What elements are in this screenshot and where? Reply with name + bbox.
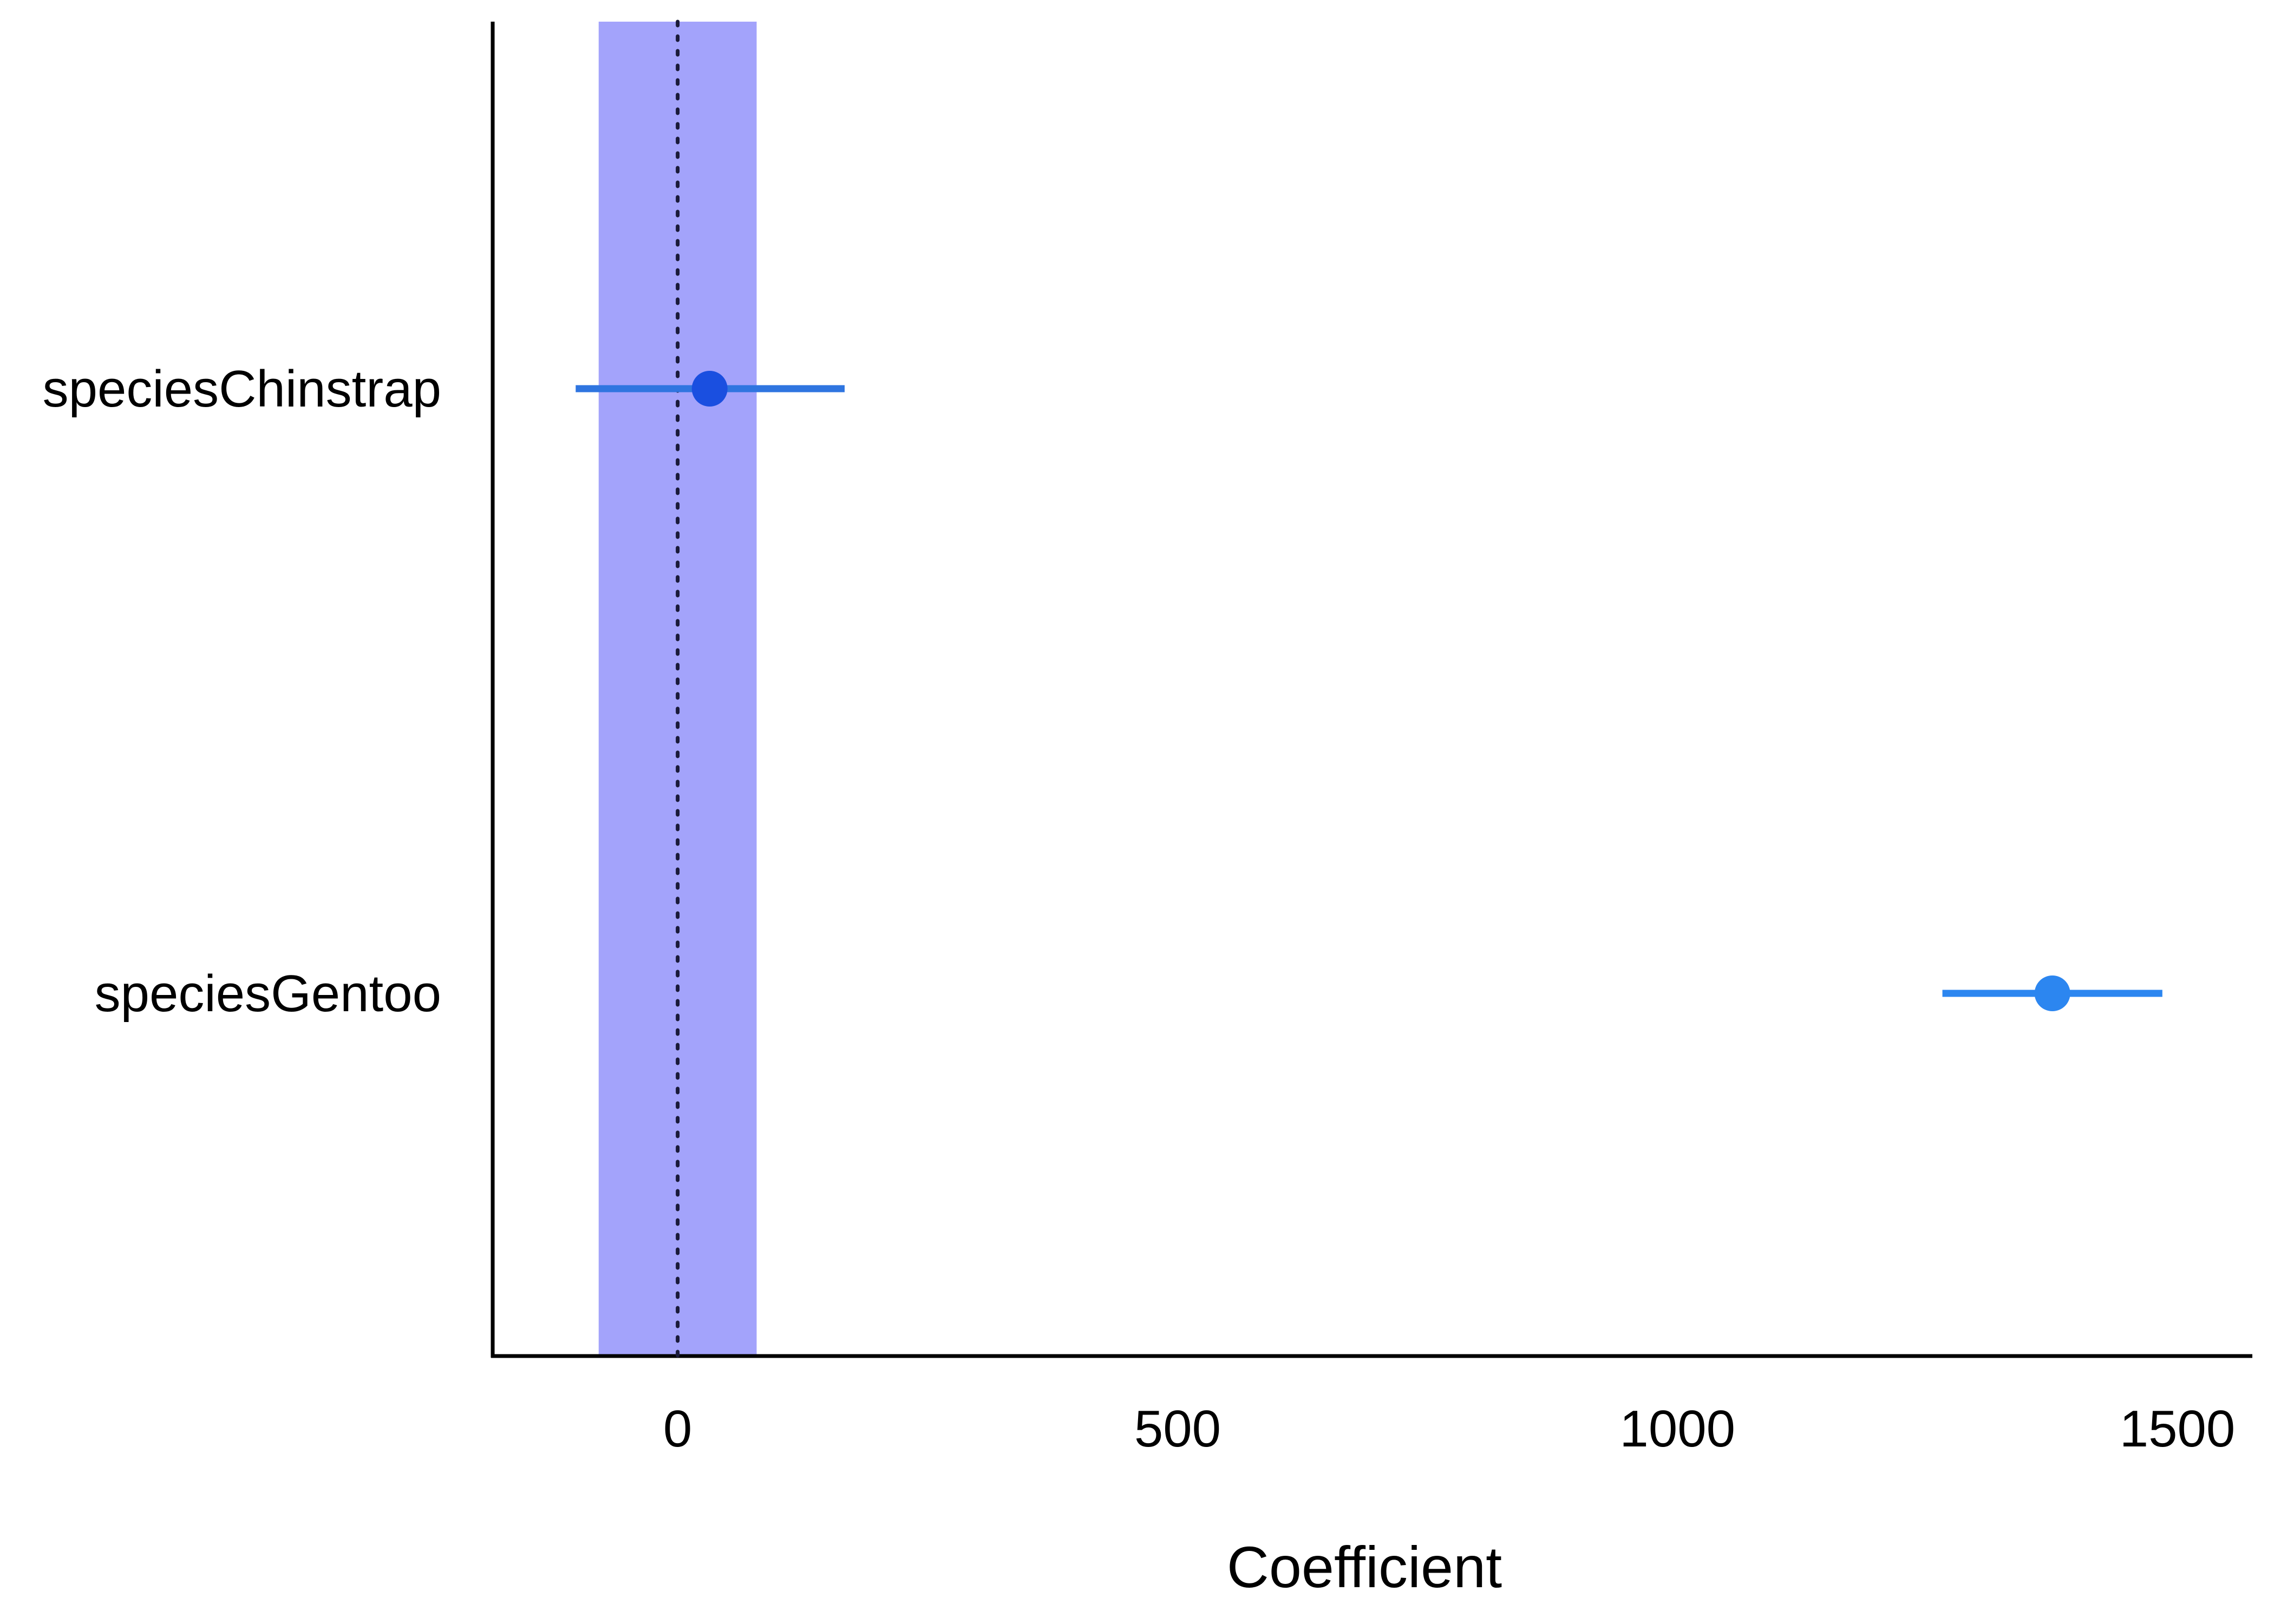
reference-band (598, 22, 757, 1356)
point-speciesChinstrap (691, 371, 728, 407)
coefficient-speciesGentoo (1942, 975, 2162, 1011)
band-layer (598, 22, 757, 1356)
y-tick-label-speciesGentoo: speciesGentoo (95, 965, 441, 1023)
coefficient-speciesChinstrap (576, 371, 845, 407)
x-tick-label: 1000 (1619, 1400, 1735, 1458)
label-layer: speciesChinstrap speciesGentoo 0 500 1000 150… (43, 360, 2236, 1458)
point-speciesGentoo (2034, 975, 2070, 1011)
axis-layer (491, 22, 2252, 1358)
x-tick-label: 1500 (2120, 1400, 2236, 1458)
y-tick-label-speciesChinstrap: speciesChinstrap (43, 360, 441, 418)
point-layer (576, 371, 2162, 1011)
x-tick-label: 0 (663, 1400, 692, 1458)
x-tick-label: 500 (1134, 1400, 1221, 1458)
x-axis-title: Coefficient (1227, 1534, 1502, 1600)
